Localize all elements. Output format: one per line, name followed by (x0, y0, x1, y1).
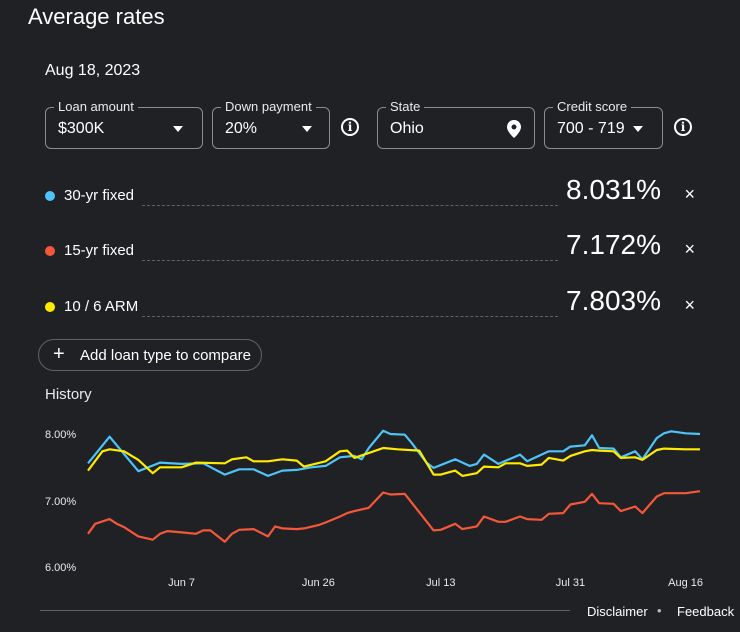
series-color-dot (45, 246, 55, 256)
disclaimer-link[interactable]: Disclaimer (587, 604, 648, 619)
loan-name: 30-yr fixed (64, 187, 135, 204)
add-loan-type-button[interactable]: + Add loan type to compare (38, 339, 262, 371)
x-tick-label: Aug 16 (668, 577, 704, 589)
series-line-10-6-arm (87, 446, 700, 477)
page-title: Average rates (28, 4, 165, 29)
close-icon[interactable]: × (684, 239, 695, 259)
series-line-30-yr-fixed (87, 429, 701, 477)
leader-line (142, 316, 558, 317)
down-payment-value: 20% (225, 120, 258, 137)
credit-score-label: Credit score (553, 99, 632, 114)
leader-line (142, 205, 558, 206)
chevron-down-icon (633, 126, 643, 132)
feedback-link[interactable]: Feedback (677, 604, 735, 619)
x-tick-label: Jun 26 (301, 577, 335, 589)
info-icon[interactable]: i (341, 118, 359, 136)
y-tick-label: 7.00% (45, 495, 77, 508)
down-payment-label: Down payment (221, 99, 316, 114)
divider (40, 610, 570, 611)
loan-name: 15-yr fixed (64, 242, 135, 259)
series-color-dot (45, 191, 55, 201)
loan-rate: 8.031% (566, 174, 661, 205)
loan-amount-value: $300K (58, 120, 105, 137)
chevron-down-icon (302, 126, 312, 132)
state-input[interactable]: State Ohio (377, 99, 535, 149)
location-pin-icon (507, 120, 521, 138)
history-heading: History (45, 386, 92, 403)
loan-row-30yr: 30-yr fixed 8.031% × (40, 174, 710, 236)
x-tick-label: Jul 13 (426, 577, 456, 589)
y-tick-label: 6.00% (45, 562, 77, 574)
loan-row-arm: 10 / 6 ARM 7.803% × (40, 285, 710, 347)
plus-icon: + (53, 343, 65, 365)
loan-name: 10 / 6 ARM (64, 298, 139, 315)
leader-line (142, 260, 558, 261)
close-icon[interactable]: × (684, 295, 695, 315)
state-label: State (386, 99, 425, 114)
series-color-dot (45, 302, 55, 312)
state-value: Ohio (390, 120, 424, 137)
rates-date: Aug 18, 2023 (45, 62, 141, 79)
loan-amount-select[interactable]: Loan amount $300K (45, 99, 203, 149)
separator: • (657, 603, 662, 618)
loan-row-15yr: 15-yr fixed 7.172% × (40, 229, 710, 291)
x-tick-label: Jun 7 (168, 577, 196, 589)
info-icon[interactable]: i (674, 118, 692, 136)
loan-rate: 7.172% (566, 229, 661, 260)
credit-score-select[interactable]: Credit score 700 - 719 (544, 99, 663, 149)
x-tick-label: Jul 31 (555, 577, 586, 589)
close-icon[interactable]: × (684, 184, 695, 204)
add-loan-type-label: Add loan type to compare (80, 347, 251, 364)
series-line-15-yr-fixed (87, 490, 701, 543)
credit-score-value: 700 - 719 (557, 120, 625, 137)
loan-rate: 7.803% (566, 285, 661, 316)
y-tick-label: 8.00% (45, 429, 77, 441)
loan-amount-label: Loan amount (54, 99, 138, 114)
down-payment-select[interactable]: Down payment 20% (212, 99, 330, 149)
chevron-down-icon (173, 126, 183, 132)
